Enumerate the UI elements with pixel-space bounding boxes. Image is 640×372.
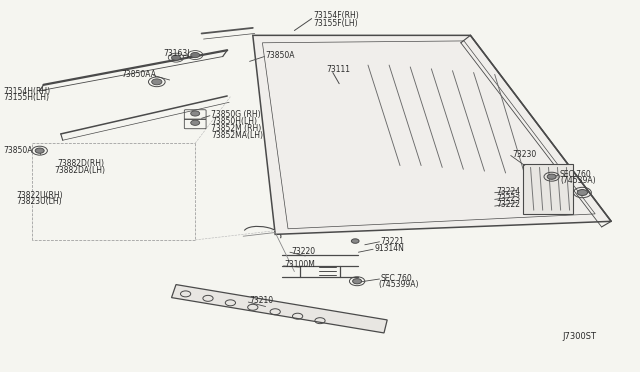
Circle shape [172,55,180,60]
Polygon shape [253,35,611,234]
Polygon shape [172,285,387,333]
Text: 73224: 73224 [496,187,520,196]
Circle shape [547,174,556,179]
Text: 73230: 73230 [512,150,536,159]
Text: 73850A: 73850A [3,146,33,155]
Text: 73222: 73222 [496,201,520,209]
Text: 73155F(LH): 73155F(LH) [314,19,358,28]
Text: J7300ST: J7300ST [562,332,596,341]
Circle shape [353,279,362,284]
Text: 73850H(LH): 73850H(LH) [211,117,257,126]
Circle shape [577,190,588,196]
Text: 73221: 73221 [381,237,404,246]
Text: (74539A): (74539A) [560,176,596,185]
Text: 73822U(RH): 73822U(RH) [16,191,63,200]
Text: 73882DA(LH): 73882DA(LH) [54,166,106,175]
Text: 73223: 73223 [496,194,520,203]
Circle shape [191,120,200,125]
Text: 73154F(RH): 73154F(RH) [314,12,359,20]
Text: SEC.760: SEC.760 [381,274,413,283]
Text: 73163J: 73163J [163,49,189,58]
Text: 73850G (RH): 73850G (RH) [211,110,261,119]
Text: 73111: 73111 [326,65,351,74]
Text: 73882D(RH): 73882D(RH) [58,159,104,168]
Text: 73852M (RH): 73852M (RH) [211,124,262,133]
Circle shape [191,111,200,116]
Text: 73100M: 73100M [285,260,316,269]
Text: 73823U(LH): 73823U(LH) [16,198,61,206]
Text: SEC.760: SEC.760 [560,170,592,179]
Text: 91314N: 91314N [374,244,404,253]
Polygon shape [523,164,573,214]
Text: 73155H(LH): 73155H(LH) [3,93,49,102]
Text: 73210: 73210 [250,296,274,305]
Text: 73850AA: 73850AA [122,70,157,79]
Circle shape [35,148,44,153]
Text: 73850A: 73850A [266,51,295,60]
Circle shape [191,52,200,58]
Circle shape [351,239,359,243]
Text: 73220: 73220 [291,247,316,256]
Text: (745399A): (745399A) [378,280,419,289]
Text: 73154H(RH): 73154H(RH) [3,87,51,96]
Circle shape [152,79,162,85]
Text: 73852MA(LH): 73852MA(LH) [211,131,263,140]
